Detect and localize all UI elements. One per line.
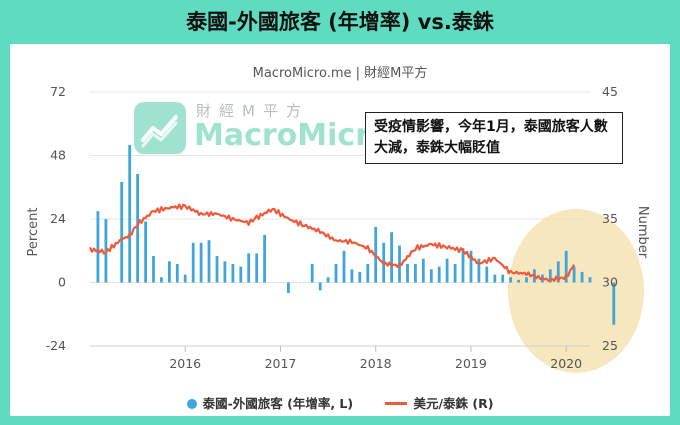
bar <box>318 282 322 291</box>
left-tick-label: -24 <box>46 338 66 353</box>
right-tick-label: 30 <box>602 275 618 290</box>
bar <box>429 269 433 283</box>
bar <box>326 277 330 283</box>
bar <box>501 274 505 283</box>
bar <box>517 279 520 283</box>
bar-series <box>96 144 616 325</box>
bar <box>175 264 179 283</box>
bar <box>485 266 489 283</box>
bar <box>152 256 155 283</box>
bar <box>136 174 139 283</box>
bar <box>342 250 346 283</box>
bar <box>556 261 560 283</box>
bar <box>199 242 203 283</box>
bar <box>421 258 425 283</box>
bar <box>168 261 171 283</box>
bar <box>358 271 362 283</box>
bar <box>160 277 163 283</box>
right-tick-label: 25 <box>602 338 618 353</box>
bar <box>564 250 568 283</box>
bar <box>445 258 449 283</box>
bar <box>572 266 576 283</box>
x-tick-label: 2016 <box>169 356 201 371</box>
bar <box>334 264 338 283</box>
bar <box>207 240 211 283</box>
bar <box>287 282 290 294</box>
bar <box>374 226 378 283</box>
bar <box>525 277 528 283</box>
x-tick-label: 2018 <box>360 356 392 371</box>
bar <box>263 234 266 283</box>
bar <box>437 266 441 283</box>
bar <box>255 253 259 283</box>
bar <box>183 274 187 283</box>
highlight-ellipse <box>508 209 644 373</box>
x-tick-label: 2017 <box>265 356 297 371</box>
chart-legend: 泰國-外國旅客 (年增率, L) 美元/泰銖 (R) <box>10 393 670 412</box>
left-axis-label: Percent <box>26 208 41 257</box>
bar <box>477 258 481 283</box>
x-axis-ticks: 2016 2017 2018 2019 2020 <box>90 345 590 371</box>
bar <box>310 264 314 283</box>
fx-line <box>88 203 576 282</box>
legend-line-label: 美元/泰銖 (R) <box>413 396 494 411</box>
legend-line-icon <box>385 402 408 405</box>
left-tick-label: 24 <box>50 211 66 226</box>
bar <box>350 269 354 283</box>
bar <box>215 256 219 283</box>
left-tick-label: 0 <box>58 275 66 290</box>
bar <box>366 264 370 283</box>
x-tick-label: 2019 <box>455 356 487 371</box>
bar <box>414 264 417 283</box>
left-axis-ticks: 72 48 24 0 -24 <box>46 84 66 353</box>
bar <box>120 182 124 283</box>
legend-dot-icon <box>186 399 197 409</box>
bar <box>128 144 132 283</box>
left-tick-label: 72 <box>50 84 66 99</box>
bar <box>231 264 235 283</box>
bar <box>493 274 497 283</box>
bar <box>548 269 552 283</box>
logo-wordmark: MacroMicro <box>194 118 391 153</box>
chart-title: 泰國-外國旅客 (年增率) vs.泰銖 <box>186 10 494 34</box>
x-tick-label: 2020 <box>550 356 582 371</box>
bar <box>223 261 227 283</box>
bar <box>144 221 147 283</box>
bar <box>509 277 512 283</box>
bar <box>469 250 473 283</box>
bar <box>191 242 195 283</box>
right-tick-label: 35 <box>602 211 618 226</box>
right-tick-label: 45 <box>602 84 618 99</box>
bar <box>453 264 457 283</box>
bar <box>406 264 409 283</box>
legend-bars-label: 泰國-外國旅客 (年增率, L) <box>202 396 354 411</box>
legend-item-line[interactable]: 美元/泰銖 (R) <box>385 393 493 412</box>
bar <box>239 266 243 283</box>
legend-item-bars[interactable]: 泰國-外國旅客 (年增率, L) <box>186 393 354 412</box>
bar <box>390 232 393 283</box>
annotation-box: 受疫情影響，今年1月，泰國旅客人數大減，泰銖大幅貶值 <box>365 112 623 164</box>
bar <box>612 282 616 325</box>
right-axis-label: Number <box>635 206 650 259</box>
bar <box>96 211 100 283</box>
logo-mark-icon <box>134 102 186 154</box>
bar <box>580 271 584 283</box>
bar <box>588 277 592 283</box>
chart-subtitle: MacroMicro.me | 財經M平方 <box>252 66 428 81</box>
macromicro-logo: 財經M平方 MacroMicro <box>134 100 391 160</box>
bar <box>461 248 465 283</box>
bar <box>247 253 251 283</box>
left-tick-label: 48 <box>50 148 66 163</box>
logo-subtext: 財經M平方 <box>196 102 309 120</box>
